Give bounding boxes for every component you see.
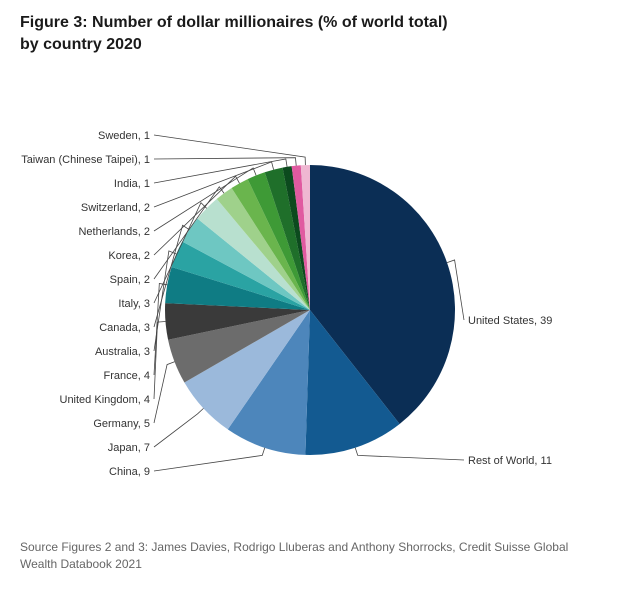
slice-label: Switzerland, 2 [81, 202, 150, 214]
slice-label: Italy, 3 [118, 298, 150, 310]
leader-line [355, 448, 464, 460]
slice-label: Japan, 7 [108, 442, 150, 454]
pie-chart: United States, 39 Rest of World, 11 Sweden… [0, 70, 620, 530]
slice-label: Germany, 5 [93, 418, 150, 430]
leader-line [154, 448, 265, 471]
slice-label: France, 4 [104, 370, 150, 382]
slice-label: Taiwan (Chinese Taipei), 1 [21, 154, 150, 166]
leader-line [154, 135, 305, 165]
leader-line [154, 321, 165, 399]
slice-label: Sweden, 1 [98, 130, 150, 142]
figure-title-line1: Figure 3: Number of dollar millionaires … [20, 14, 448, 31]
slice-label: Australia, 3 [95, 346, 150, 358]
slice-label: China, 9 [109, 466, 150, 478]
slice-label: Korea, 2 [108, 250, 150, 262]
slice-label: Canada, 3 [99, 322, 150, 334]
slice-label: Netherlands, 2 [78, 226, 150, 238]
slice-label: Spain, 2 [110, 274, 150, 286]
figure-title-line2: by country 2020 [20, 36, 142, 53]
slice-label: India, 1 [114, 178, 150, 190]
figure-source: Source Figures 2 and 3: James Davies, Ro… [20, 539, 580, 573]
slice-label: United States, 39 [468, 315, 552, 327]
leader-line [154, 408, 203, 447]
pie-svg: United States, 39 Rest of World, 11 Sweden… [0, 70, 620, 530]
slice-label: Rest of World, 11 [468, 455, 552, 467]
figure-title: Figure 3: Number of dollar millionaires … [20, 12, 448, 55]
leader-line [154, 158, 296, 166]
figure-container: { "figure": { "title_line1": "Figure 3: … [0, 0, 620, 593]
leader-line [154, 362, 175, 423]
slice-label: United Kingdom, 4 [60, 394, 151, 406]
